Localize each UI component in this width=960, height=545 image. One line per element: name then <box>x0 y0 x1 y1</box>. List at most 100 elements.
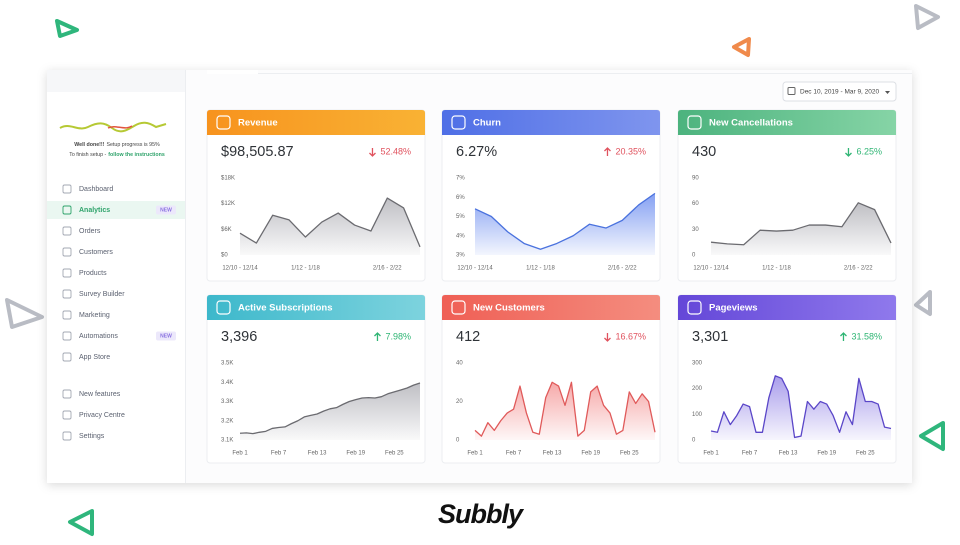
card-header <box>207 295 425 320</box>
card-value: 412 <box>456 329 480 345</box>
nav-label[interactable]: Dashboard <box>79 186 113 193</box>
area-fill <box>475 193 655 255</box>
setup-title: Well done!!! <box>74 142 104 148</box>
nav-icon <box>62 289 72 299</box>
sidebar <box>47 70 185 483</box>
area-fill <box>475 382 655 440</box>
y-tick-label: 7% <box>456 176 465 182</box>
x-tick-label: Feb 7 <box>271 451 287 457</box>
nav-label[interactable]: Products <box>79 270 107 277</box>
nav-icon <box>62 310 72 320</box>
x-tick-label: Feb 25 <box>385 451 404 457</box>
y-tick-label: 5% <box>456 214 465 220</box>
card-icon <box>216 300 231 315</box>
x-tick-label: 2/16 - 2/22 <box>844 266 873 272</box>
area-fill <box>711 375 891 440</box>
sidebar-top <box>47 70 185 92</box>
y-tick-label: 300 <box>692 361 703 367</box>
x-tick-label: Feb 19 <box>346 451 365 457</box>
x-tick-label: Feb 7 <box>506 451 522 457</box>
y-tick-label: 200 <box>692 386 703 392</box>
card <box>441 109 661 282</box>
card-icon <box>451 300 466 315</box>
y-tick-label: 0 <box>692 253 696 259</box>
card-change: 31.58% <box>851 331 882 341</box>
line <box>710 375 892 439</box>
nav-label[interactable]: Analytics <box>79 207 110 214</box>
y-tick-label: 6% <box>456 195 465 201</box>
nav-active-bg <box>47 201 185 219</box>
nav-label[interactable]: Privacy Centre <box>79 412 125 419</box>
x-tick-label: 12/10 - 12/14 <box>693 266 729 272</box>
card-title: New Cancellations <box>709 118 793 129</box>
nav-label[interactable]: Automations <box>79 333 118 340</box>
nav-label[interactable]: Survey Builder <box>79 291 125 298</box>
trend-arrow <box>374 332 381 341</box>
calendar-icon <box>787 87 796 95</box>
card-title: Pageviews <box>709 303 758 314</box>
trend-arrow <box>369 148 376 157</box>
card-value: 6.27% <box>456 144 497 160</box>
nav-label[interactable]: Settings <box>79 433 105 440</box>
badge: NEW <box>160 208 172 214</box>
y-tick-label: $12K <box>221 201 235 207</box>
nav-label[interactable]: Marketing <box>79 312 110 319</box>
line <box>474 192 656 250</box>
x-tick-label: Feb 13 <box>308 451 327 457</box>
nav-label[interactable]: Customers <box>79 249 113 256</box>
triangle <box>914 290 932 316</box>
tab <box>207 70 258 74</box>
card-change: 16.67% <box>615 331 646 341</box>
nav-label[interactable]: App Store <box>79 354 110 361</box>
setup-link[interactable]: follow the instructions <box>108 152 165 158</box>
card-value: 3,396 <box>221 329 257 345</box>
y-tick-label: 3.2K <box>221 418 233 424</box>
x-tick-label: 1/12 - 1/18 <box>526 266 555 272</box>
brand-logo: Subbly <box>438 499 525 529</box>
setup-prompt: To finish setup - follow the instructions <box>69 152 165 158</box>
x-tick-label: 2/16 - 2/22 <box>373 266 402 272</box>
card-header <box>442 295 660 320</box>
triangle <box>914 4 940 30</box>
y-tick-label: $6K <box>221 227 232 233</box>
card-icon <box>451 115 466 130</box>
date-picker[interactable] <box>782 81 897 102</box>
nav-icon <box>62 268 72 278</box>
decorations <box>5 4 945 536</box>
line <box>474 381 656 437</box>
trend-arrow <box>845 148 852 157</box>
x-tick-label: Feb 19 <box>817 451 836 457</box>
triangle <box>55 19 79 38</box>
x-tick-label: 12/10 - 12/14 <box>222 266 258 272</box>
nav-label[interactable]: New features <box>79 391 121 398</box>
card <box>677 109 897 282</box>
triangle <box>68 509 94 536</box>
y-tick-label: 0 <box>456 438 460 444</box>
card-icon <box>687 115 702 130</box>
nav-icon <box>62 247 72 257</box>
caret <box>885 91 890 94</box>
triangle <box>5 298 44 329</box>
nav-icon <box>62 205 72 215</box>
line <box>239 382 421 435</box>
triangle <box>919 421 945 451</box>
card-header <box>207 110 425 135</box>
x-tick-label: Feb 13 <box>779 451 798 457</box>
line <box>710 202 892 246</box>
x-tick-label: 12/10 - 12/14 <box>457 266 493 272</box>
x-tick-label: Feb 1 <box>467 451 483 457</box>
card-header <box>678 110 896 135</box>
y-tick-label: 0 <box>692 438 696 444</box>
nav-icon <box>62 410 72 420</box>
logo-accent <box>107 125 133 129</box>
y-tick-label: 30 <box>692 227 699 233</box>
y-tick-label: 20 <box>456 399 463 405</box>
area-fill <box>711 202 891 255</box>
setup-progress: Setup progress is 95% <box>106 142 160 148</box>
nav-label[interactable]: Orders <box>79 228 101 235</box>
card-header <box>678 295 896 320</box>
line <box>239 197 421 248</box>
y-tick-label: 3.1K <box>221 438 233 444</box>
y-tick-label: 3.4K <box>221 380 233 386</box>
y-tick-label: 40 <box>456 361 463 367</box>
